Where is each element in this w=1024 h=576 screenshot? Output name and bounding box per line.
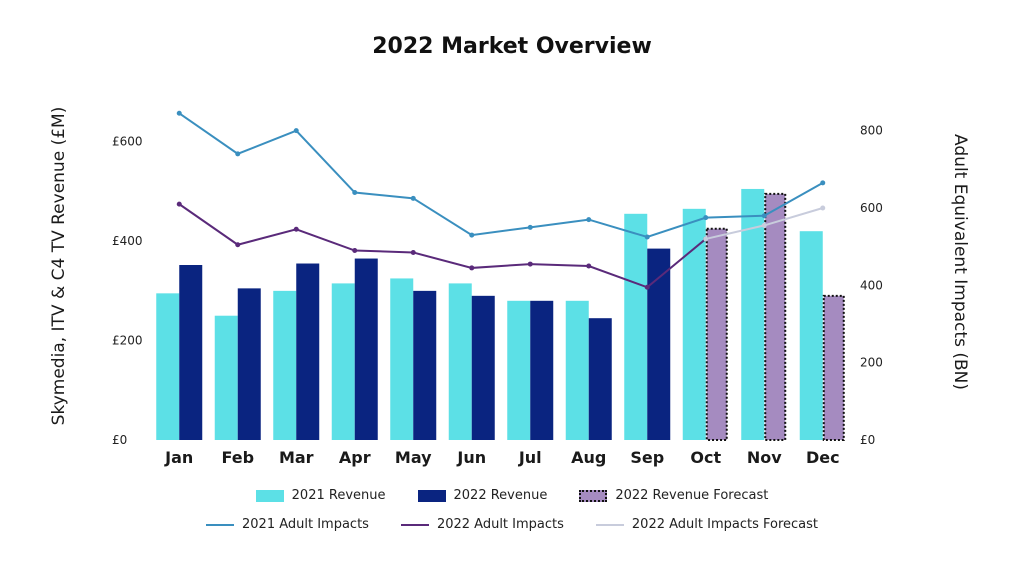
y-right-axis-label: Adult Equivalent Impacts (BN) <box>950 134 970 390</box>
legend-row-lines: 2021 Adult Impacts 2022 Adult Impacts 20… <box>0 517 1024 532</box>
x-tick-label: Aug <box>571 448 606 467</box>
y-right-tick-label: 400 <box>860 278 883 292</box>
legend-label-2022-impacts: 2022 Adult Impacts <box>436 517 564 532</box>
y-left-tick-label: £600 <box>112 135 143 149</box>
line-series-1 <box>178 203 707 289</box>
legend-label-2021-revenue: 2021 Revenue <box>291 488 386 503</box>
line-point-series-1 <box>527 261 533 267</box>
line-point-series-0 <box>820 180 826 186</box>
x-tick-label: Feb <box>221 448 254 467</box>
bar-2022-revenue-forecast <box>705 227 728 441</box>
bar-2022-revenue <box>296 263 320 440</box>
legend-label-2021-impacts: 2021 Adult Impacts <box>242 517 369 532</box>
x-tick-label: Mar <box>279 448 314 467</box>
chart-title: 2022 Market Overview <box>372 34 652 59</box>
legend-item-2021-revenue: 2021 Revenue <box>255 488 386 503</box>
line-point-series-0 <box>703 215 709 221</box>
bar-2021-revenue <box>624 213 648 440</box>
line-point-series-0 <box>761 213 767 219</box>
line-point-series-1 <box>176 201 182 207</box>
line-point-series-2 <box>820 205 826 211</box>
line-point-series-1 <box>235 242 241 248</box>
legend-item-2022-impacts: 2022 Adult Impacts <box>400 517 564 532</box>
x-tick-label: May <box>395 448 432 467</box>
bar-2022-revenue <box>413 290 437 440</box>
x-tick-label: Nov <box>747 448 782 467</box>
bar-2022-revenue <box>179 265 203 440</box>
legend-swatch-2022-revenue <box>417 489 446 502</box>
bar-2021-revenue <box>390 278 414 440</box>
bar-2022-revenue-forecast <box>764 192 787 441</box>
x-tick-label: Sep <box>630 448 664 467</box>
legend-swatch-2022-revenue-forecast <box>579 489 608 502</box>
bar-2021-revenue <box>448 283 472 440</box>
line-point-series-0 <box>235 151 241 157</box>
line-point-series-0 <box>527 224 533 230</box>
x-tick-label: Jul <box>518 448 542 467</box>
line-point-series-1 <box>410 249 416 255</box>
x-tick-label: Dec <box>806 448 840 467</box>
y-right-tick-label: £0 <box>860 433 875 447</box>
bar-2021-revenue <box>214 315 238 440</box>
bar-2021-revenue <box>682 208 706 440</box>
bar-2022-revenue-forecast <box>822 294 845 442</box>
line-point-series-0 <box>410 195 416 201</box>
y-right-tick-label: 600 <box>860 201 883 215</box>
y-right-tick-label: 800 <box>860 124 883 138</box>
x-tick-label: Jan <box>164 448 193 467</box>
legend-item-2022-impacts-forecast: 2022 Adult Impacts Forecast <box>595 517 818 532</box>
bar-2022-revenue <box>237 288 261 440</box>
y-left-tick-label: £400 <box>112 234 143 248</box>
legend-label-2022-impacts-forecast: 2022 Adult Impacts Forecast <box>631 517 818 532</box>
legend-swatch-2022-impacts <box>400 523 429 526</box>
line-point-series-1 <box>586 263 592 269</box>
legend-label-2022-revenue: 2022 Revenue <box>453 488 548 503</box>
bar-2022-revenue <box>530 300 554 440</box>
bar-2021-revenue <box>741 188 765 440</box>
legend-swatch-2021-revenue <box>255 489 284 502</box>
bar-2022-revenue <box>588 318 612 440</box>
bar-2021-revenue <box>799 231 823 440</box>
line-point-series-0 <box>176 110 182 116</box>
line-point-series-1 <box>293 226 299 232</box>
x-tick-label: Apr <box>339 448 371 467</box>
legend-item-2021-impacts: 2021 Adult Impacts <box>206 517 369 532</box>
y-right-tick-label: 200 <box>860 356 883 370</box>
bar-2021-revenue <box>273 290 297 440</box>
bar-2021-revenue <box>156 293 180 440</box>
x-tick-label: Jun <box>456 448 486 467</box>
legend-item-2022-revenue: 2022 Revenue <box>417 488 548 503</box>
line-series-0 <box>178 112 824 239</box>
legend-label-2022-revenue-forecast: 2022 Revenue Forecast <box>615 488 769 503</box>
y-left-tick-label: £200 <box>112 334 143 348</box>
line-point-series-0 <box>469 232 475 238</box>
line-point-series-0 <box>644 234 650 240</box>
line-point-series-1 <box>352 248 358 254</box>
line-point-series-1 <box>469 265 475 271</box>
line-point-series-2 <box>761 222 767 228</box>
line-point-series-0 <box>586 217 592 223</box>
legend-swatch-2022-impacts-forecast <box>595 523 624 526</box>
legend-row-bars: 2021 Revenue 2022 Revenue 2022 Revenue F… <box>0 488 1024 503</box>
y-left-axis-label: Skymedia, ITV & C4 TV Revenue (£M) <box>49 107 69 426</box>
legend-swatch-2021-impacts <box>206 523 234 526</box>
y-left-tick-label: £0 <box>112 433 127 447</box>
bar-2022-revenue <box>354 258 378 440</box>
bar-2021-revenue <box>507 300 531 440</box>
bar-2022-revenue <box>647 248 671 440</box>
x-tick-label: Oct <box>690 448 721 467</box>
line-point-series-2 <box>703 236 709 242</box>
line-point-series-0 <box>293 128 299 134</box>
line-point-series-1 <box>644 284 650 290</box>
bar-2022-revenue <box>471 295 495 440</box>
line-point-series-0 <box>352 190 358 196</box>
bar-2021-revenue <box>565 300 589 440</box>
legend-item-2022-revenue-forecast: 2022 Revenue Forecast <box>579 488 768 503</box>
bar-2021-revenue <box>331 283 355 440</box>
